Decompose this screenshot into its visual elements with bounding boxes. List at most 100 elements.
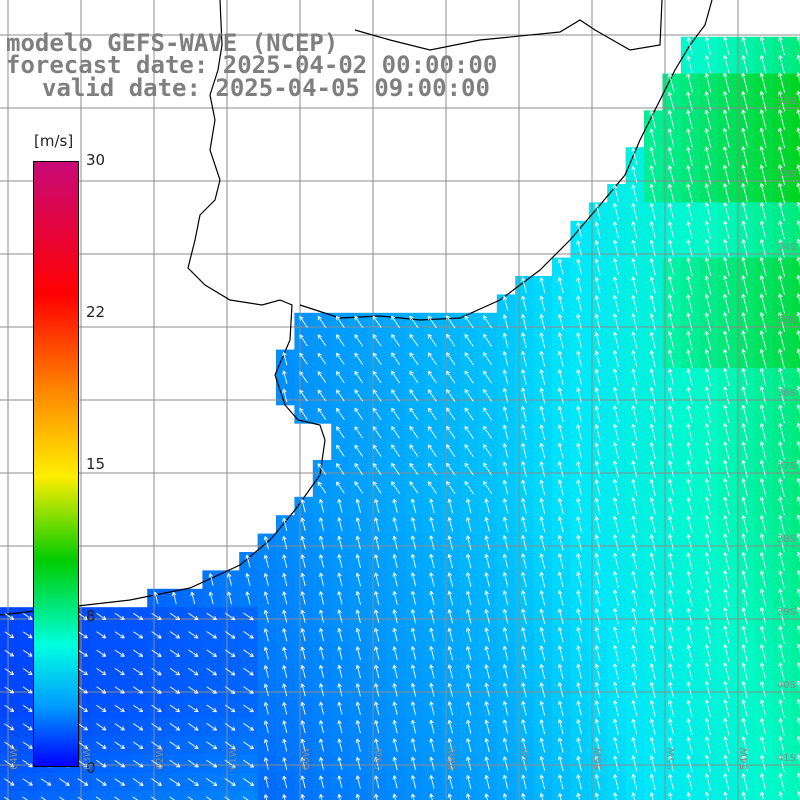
wind-arrow-head: [282, 352, 284, 357]
wind-arrow-head: [429, 775, 432, 780]
wind-arrow-head: [779, 625, 783, 630]
wind-arrow-head: [760, 72, 765, 77]
wind-arrow-head: [724, 441, 728, 446]
wind-arrow: [299, 408, 308, 420]
wind-arrow-head: [338, 683, 342, 687]
wind-arrow-head: [227, 591, 229, 596]
wind-arrow-head: [704, 73, 707, 78]
wind-arrow-head: [503, 756, 508, 760]
wind-arrow: [411, 627, 417, 642]
wind-arrow: [779, 478, 785, 497]
wind-arrow-head: [704, 257, 707, 262]
wind-arrow-head: [704, 663, 707, 668]
wind-arrow: [613, 608, 619, 625]
wind-arrow-head: [503, 608, 508, 613]
wind-arrow: [40, 778, 52, 786]
wind-arrow: [503, 480, 509, 496]
wind-arrow: [669, 681, 675, 699]
wind-arrow: [558, 516, 564, 533]
wind-arrow: [705, 109, 712, 130]
wind-arrow-head: [797, 680, 800, 684]
wind-arrow: [595, 534, 601, 551]
wind-arrow: [742, 496, 748, 516]
wind-arrow: [650, 128, 656, 148]
wind-arrow: [466, 590, 472, 606]
wind-cell: [791, 515, 800, 535]
wind-arrow-head: [208, 591, 211, 596]
wind-arrow-head: [669, 202, 673, 207]
wind-arrow: [632, 295, 638, 312]
wind-arrow: [668, 478, 675, 497]
wind-arrow-head: [103, 781, 107, 786]
wind-arrow-head: [428, 444, 433, 448]
wind-arrow-head: [393, 498, 397, 503]
wind-arrow: [283, 720, 288, 734]
wind-arrow-head: [539, 553, 542, 558]
wind-arrow-head: [741, 681, 744, 686]
wind-arrow: [558, 295, 564, 312]
wind-arrow-head: [650, 552, 655, 557]
wind-arrow-head: [778, 386, 781, 391]
wind-arrow: [595, 608, 601, 625]
wind-arrow-head: [319, 794, 321, 799]
wind-arrow: [724, 644, 730, 662]
wind-arrow: [522, 701, 527, 716]
wind-arrow-head: [85, 726, 88, 731]
wind-arrow: [705, 663, 711, 681]
wind-arrow: [77, 704, 88, 712]
wind-arrow-head: [705, 570, 710, 575]
wind-arrow: [613, 626, 619, 643]
wind-arrow: [264, 591, 269, 605]
wind-arrow: [503, 553, 509, 569]
wind-arrow: [483, 333, 493, 347]
wind-arrow-head: [577, 571, 581, 576]
wind-arrow: [577, 737, 582, 753]
wind-arrow-head: [796, 533, 799, 538]
wind-arrow-head: [723, 626, 726, 631]
wind-arrow-head: [594, 442, 597, 447]
wind-arrow-head: [686, 792, 689, 797]
wind-arrow: [760, 109, 767, 130]
wind-arrow: [301, 591, 306, 605]
wind-arrow-head: [613, 516, 618, 520]
wind-arrow: [356, 757, 361, 771]
longitude-label: 61W: [228, 747, 239, 770]
wind-arrow-head: [667, 442, 670, 447]
wind-arrow: [797, 293, 800, 304]
wind-arrow-head: [649, 644, 652, 650]
wind-arrow-head: [232, 763, 236, 768]
wind-arrow-head: [631, 681, 634, 687]
wind-arrow: [613, 516, 619, 533]
wind-cell: [791, 331, 800, 351]
wind-arrow-head: [759, 220, 762, 225]
wind-arrow-head: [374, 720, 377, 725]
wind-arrow-head: [796, 588, 799, 593]
wind-arrow-head: [632, 184, 636, 189]
wind-arrow-head: [741, 91, 744, 96]
wind-arrow: [503, 738, 509, 753]
wind-arrow: [485, 775, 490, 789]
wind-arrow-head: [722, 330, 725, 336]
wind-arrow-head: [228, 591, 232, 596]
wind-arrow-head: [372, 315, 378, 319]
wind-arrow: [372, 371, 382, 384]
wind-arrow-head: [375, 683, 379, 687]
wind-arrow-head: [778, 275, 780, 280]
wind-arrow: [430, 609, 435, 624]
wind-arrow-head: [594, 590, 597, 595]
wind-arrow: [742, 460, 748, 479]
wind-arrow-head: [503, 719, 508, 724]
wind-arrow-head: [778, 607, 781, 612]
wind-arrow-head: [724, 588, 728, 593]
wind-arrow-head: [779, 36, 783, 41]
wind-arrow-head: [336, 389, 341, 393]
wind-arrow-head: [264, 665, 269, 669]
wind-arrow: [299, 352, 308, 365]
wind-arrow-head: [650, 773, 655, 778]
wind-arrow: [595, 700, 601, 717]
wind-arrow-head: [392, 572, 395, 577]
wind-arrow: [224, 667, 236, 676]
wind-arrow: [411, 701, 417, 716]
wind-arrow: [446, 315, 456, 329]
wind-arrow-head: [214, 689, 217, 694]
